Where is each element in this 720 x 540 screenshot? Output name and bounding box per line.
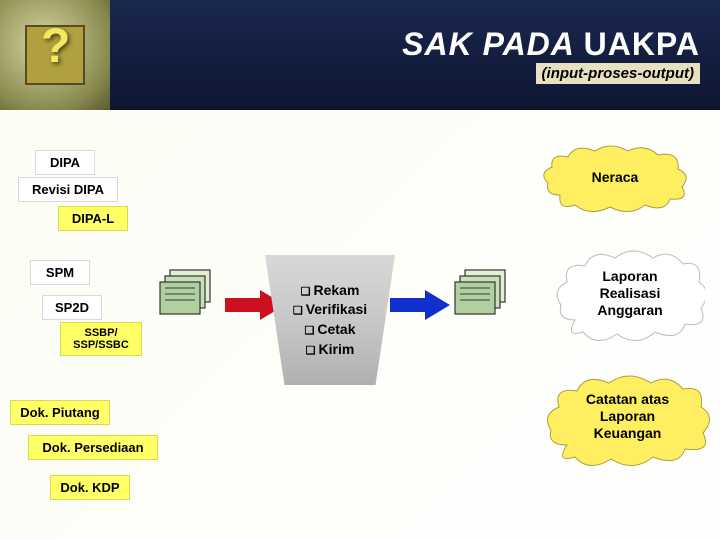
neraca-label: Neraca — [540, 145, 690, 196]
output-neraca: Neraca — [540, 145, 690, 215]
process-rekam: Rekam — [301, 281, 360, 301]
input-ssbp: SSBP/ SSP/SSBC — [60, 322, 142, 356]
process-kirim: Kirim — [306, 340, 355, 360]
output-lra: Laporan Realisasi Anggaran — [555, 250, 705, 345]
lra-label: Laporan Realisasi Anggaran — [555, 250, 705, 328]
input-revisi-dipa: Revisi DIPA — [18, 177, 118, 202]
title-part2: UAKPA — [584, 26, 700, 62]
page-subtitle: (input-proses-output) — [536, 63, 700, 84]
input-dok-kdp: Dok. KDP — [50, 475, 130, 500]
question-mark-icon: ? — [41, 19, 70, 74]
process-box: Rekam Verifikasi Cetak Kirim — [265, 255, 395, 385]
input-spm: SPM — [30, 260, 90, 285]
title-part1: SAK PADA — [402, 26, 583, 62]
arrow-output-icon — [390, 290, 450, 320]
input-dok-persediaan: Dok. Persediaan — [28, 435, 158, 460]
output-calk: Catatan atas Laporan Keuangan — [545, 375, 710, 470]
calk-label: Catatan atas Laporan Keuangan — [545, 375, 710, 451]
process-cetak: Cetak — [304, 320, 355, 340]
file-stack-right-icon — [445, 260, 525, 330]
title-block: SAK PADA UAKPA (input-proses-output) — [402, 26, 700, 84]
page-title: SAK PADA UAKPA — [402, 26, 700, 63]
diagram-canvas: DIPA Revisi DIPA DIPA-L SPM SP2D SSBP/ S… — [0, 110, 720, 540]
header-bar: ? SAK PADA UAKPA (input-proses-output) — [0, 0, 720, 110]
process-verifikasi: Verifikasi — [293, 300, 367, 320]
logo-box: ? — [0, 0, 110, 110]
input-dipa: DIPA — [35, 150, 95, 175]
input-sp2d: SP2D — [42, 295, 102, 320]
file-stack-left-icon — [150, 260, 230, 330]
input-dok-piutang: Dok. Piutang — [10, 400, 110, 425]
input-dipa-l: DIPA-L — [58, 206, 128, 231]
logo-inner: ? — [25, 25, 85, 85]
